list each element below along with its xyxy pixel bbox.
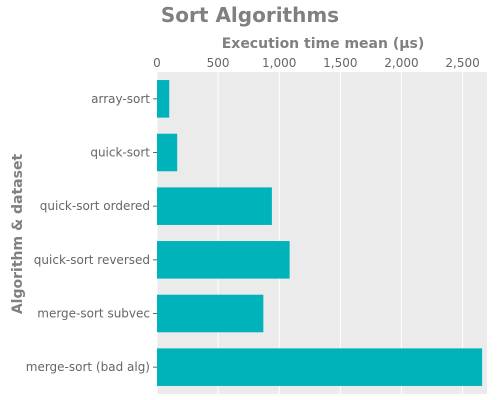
bar [157,80,170,118]
grid-lines [156,72,464,394]
x-tick-label: 2,500 [445,56,479,70]
category-label: quick-sort [90,146,150,160]
bar [157,294,264,333]
bar [157,187,272,225]
x-tick-label: 500 [207,56,230,70]
x-tick-label: 1,000 [262,56,296,70]
bar [157,241,290,279]
chart-title: Sort Algorithms [161,3,339,27]
category-label: merge-sort (bad alg) [26,360,150,374]
bars [157,80,483,386]
x-tick-label: 1,500 [323,56,357,70]
x-tick-label: 2,000 [384,56,418,70]
category-label: quick-sort reversed [34,253,150,267]
x-axis-title: Execution time mean (µs) [222,36,425,52]
x-tick-label: 0 [153,56,161,70]
category-labels: array-sort quick-sort quick-sort ordered qu… [26,92,157,374]
bar [157,348,483,386]
x-tick-labels: 0 500 1,000 1,500 2,000 2,500 [153,56,480,70]
category-label: quick-sort ordered [40,199,150,213]
plot-background [157,72,487,394]
bar [157,133,178,172]
y-axis-title: Algorithm & dataset [10,154,26,315]
category-label: array-sort [91,92,150,106]
category-label: merge-sort subvec [37,307,150,321]
